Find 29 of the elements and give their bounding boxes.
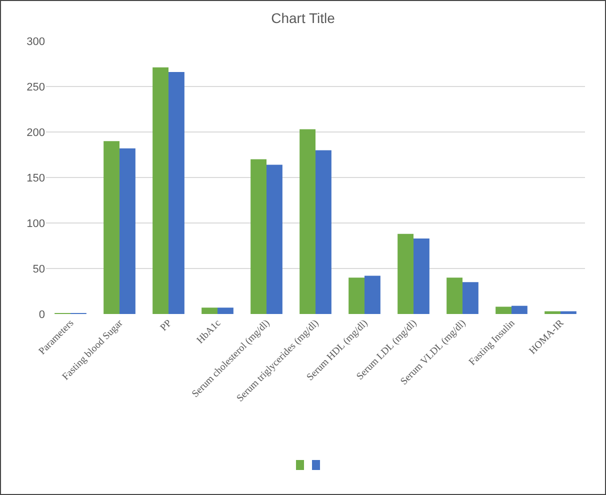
y-tick-label: 200 (26, 126, 45, 139)
chart-title: Chart Title (271, 10, 336, 26)
y-tick-label: 100 (26, 218, 45, 230)
bar (512, 306, 528, 314)
bar (266, 164, 282, 314)
bar (202, 308, 218, 314)
bar (446, 278, 462, 314)
y-tick-label: 150 (26, 172, 45, 184)
bar (152, 67, 168, 314)
bar (120, 148, 136, 314)
bar (250, 159, 266, 314)
bar (218, 308, 234, 314)
bar (168, 72, 184, 314)
bar (462, 282, 478, 314)
bar (544, 311, 560, 314)
bar (414, 238, 430, 314)
bar (560, 311, 576, 314)
x-tick-label: PP (158, 318, 174, 334)
y-tick-label: 0 (38, 308, 45, 321)
y-tick-label: 300 (26, 36, 45, 48)
bar (496, 306, 512, 314)
bar (398, 234, 414, 314)
y-tick-label: 50 (32, 263, 45, 276)
bar (300, 129, 316, 314)
y-tick-label: 250 (26, 81, 45, 94)
bar (364, 276, 380, 314)
bar (316, 150, 332, 314)
bar (104, 141, 120, 314)
bar (348, 278, 364, 314)
